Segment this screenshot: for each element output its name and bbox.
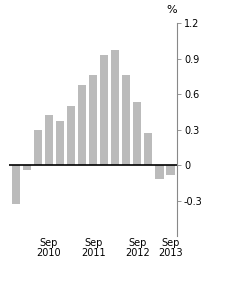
Bar — [111, 50, 119, 165]
Bar — [166, 165, 175, 175]
Bar — [67, 106, 75, 165]
Bar — [45, 115, 53, 165]
Bar — [56, 121, 64, 165]
Text: %: % — [166, 5, 177, 14]
Bar — [89, 75, 97, 165]
Bar — [100, 55, 108, 165]
Bar — [144, 133, 153, 165]
Bar — [34, 130, 42, 165]
Bar — [133, 102, 141, 165]
Bar — [23, 165, 31, 170]
Bar — [12, 165, 20, 204]
Bar — [122, 75, 130, 165]
Bar — [78, 85, 86, 165]
Bar — [155, 165, 163, 179]
